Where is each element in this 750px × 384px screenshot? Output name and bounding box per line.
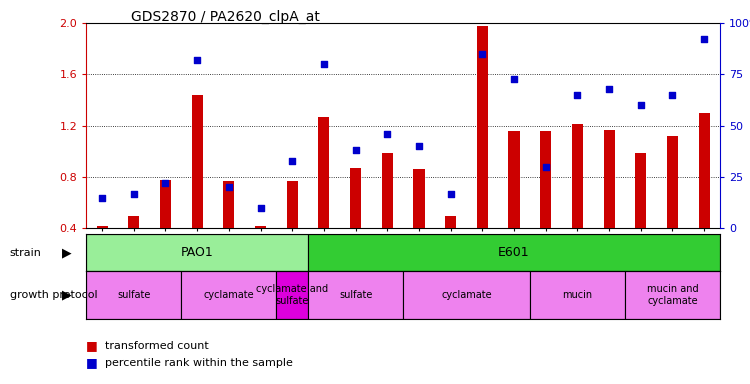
Point bbox=[667, 92, 679, 98]
Point bbox=[381, 131, 393, 137]
Bar bbox=[635, 153, 646, 228]
Text: growth protocol: growth protocol bbox=[10, 290, 98, 300]
Point bbox=[286, 157, 298, 164]
Bar bbox=[224, 181, 235, 228]
Point bbox=[508, 75, 520, 81]
Bar bbox=[572, 124, 583, 228]
Bar bbox=[698, 113, 709, 228]
Text: cyclamate: cyclamate bbox=[441, 290, 492, 300]
Bar bbox=[604, 130, 615, 228]
Point bbox=[128, 190, 140, 197]
Bar bbox=[97, 226, 108, 228]
Point bbox=[254, 205, 266, 211]
Text: cyclamate: cyclamate bbox=[203, 290, 254, 300]
Text: E601: E601 bbox=[498, 246, 530, 259]
Bar bbox=[191, 95, 202, 228]
Text: sulfate: sulfate bbox=[339, 290, 372, 300]
Bar bbox=[255, 226, 266, 228]
Bar bbox=[160, 180, 171, 228]
Point bbox=[350, 147, 361, 154]
Point bbox=[96, 195, 108, 201]
Point bbox=[476, 51, 488, 57]
Bar bbox=[318, 117, 329, 228]
Point bbox=[413, 143, 425, 149]
Bar bbox=[182, 271, 276, 319]
Point bbox=[698, 36, 710, 43]
Text: mucin: mucin bbox=[562, 290, 592, 300]
Text: ▶: ▶ bbox=[62, 288, 72, 301]
Bar bbox=[667, 136, 678, 228]
Bar bbox=[413, 169, 424, 228]
Bar bbox=[308, 234, 720, 271]
Text: ▶: ▶ bbox=[62, 246, 72, 259]
Bar bbox=[445, 216, 456, 228]
Point bbox=[318, 61, 330, 67]
Text: strain: strain bbox=[10, 248, 42, 258]
Point bbox=[634, 102, 646, 108]
Bar bbox=[86, 271, 182, 319]
Point bbox=[445, 190, 457, 197]
Bar bbox=[530, 271, 625, 319]
Point bbox=[603, 86, 615, 92]
Bar bbox=[350, 168, 361, 228]
Text: percentile rank within the sample: percentile rank within the sample bbox=[105, 358, 292, 368]
Text: ■: ■ bbox=[86, 356, 98, 369]
Bar bbox=[404, 271, 530, 319]
Bar bbox=[128, 216, 140, 228]
Text: transformed count: transformed count bbox=[105, 341, 209, 351]
Point bbox=[540, 164, 552, 170]
Bar bbox=[308, 271, 404, 319]
Text: sulfate: sulfate bbox=[117, 290, 151, 300]
Bar bbox=[86, 234, 308, 271]
Point bbox=[223, 184, 235, 190]
Text: GDS2870 / PA2620_clpA_at: GDS2870 / PA2620_clpA_at bbox=[131, 10, 320, 24]
Text: cyclamate and
sulfate: cyclamate and sulfate bbox=[256, 284, 328, 306]
Point bbox=[160, 180, 172, 186]
Bar bbox=[382, 153, 393, 228]
Text: ■: ■ bbox=[86, 339, 98, 352]
Bar bbox=[286, 181, 298, 228]
Bar bbox=[509, 131, 520, 228]
Point bbox=[572, 92, 584, 98]
Text: mucin and
cyclamate: mucin and cyclamate bbox=[646, 284, 698, 306]
Bar bbox=[477, 26, 488, 228]
Bar bbox=[540, 131, 551, 228]
Text: PAO1: PAO1 bbox=[181, 246, 214, 259]
Bar bbox=[276, 271, 308, 319]
Point bbox=[191, 57, 203, 63]
Bar bbox=[625, 271, 720, 319]
